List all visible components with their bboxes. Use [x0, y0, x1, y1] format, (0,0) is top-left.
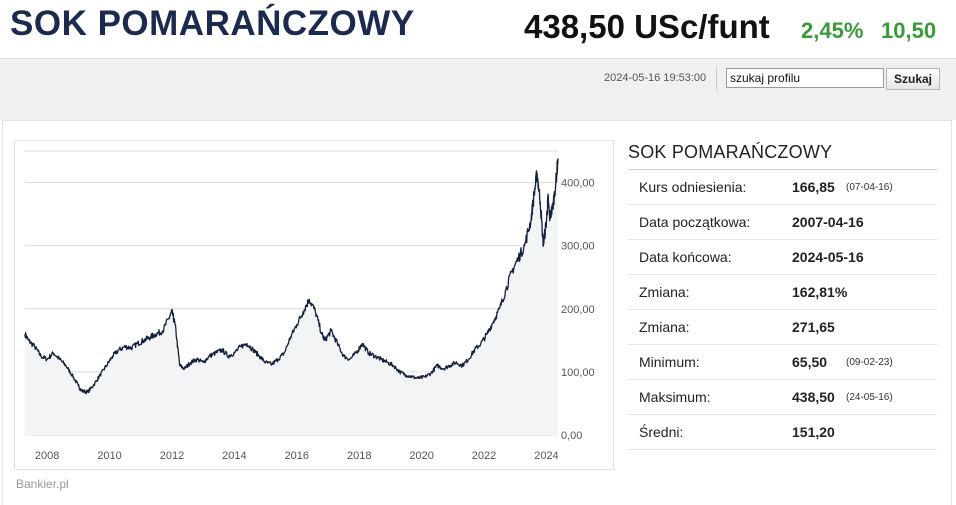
- x-tick-label: 2024: [534, 450, 558, 462]
- info-row-value: 162,81%: [792, 284, 848, 300]
- y-tick-label: 0,00: [561, 430, 582, 442]
- y-tick-label: 100,00: [561, 367, 595, 379]
- x-tick-label: 2018: [347, 450, 371, 462]
- info-row-label: Zmiana:: [639, 284, 690, 300]
- info-row-value: 271,65: [792, 319, 835, 335]
- info-row-date: (24-05-16): [846, 392, 893, 403]
- info-row-value: 151,20: [792, 424, 835, 440]
- info-row-label: Zmiana:: [639, 319, 690, 335]
- y-tick-label: 300,00: [561, 241, 595, 253]
- info-row: Minimum: 65,50 (09-02-23): [628, 345, 937, 380]
- quote-timestamp: 2024-05-16 19:53:00: [604, 72, 707, 84]
- price-area: [25, 158, 558, 436]
- info-row: Data początkowa: 2007-04-16: [628, 205, 937, 240]
- info-row-label: Kurs odniesienia:: [639, 179, 747, 195]
- info-row: Maksimum: 438,50 (24-05-16): [628, 380, 937, 415]
- info-row-label: Minimum:: [639, 354, 700, 370]
- x-tick-label: 2010: [97, 450, 121, 462]
- info-row-label: Średni:: [639, 424, 684, 440]
- info-row-label: Maksimum:: [639, 389, 711, 405]
- info-row-date: (09-02-23): [846, 357, 893, 368]
- info-row: Zmiana: 162,81%: [628, 275, 937, 310]
- x-tick-label: 2012: [160, 450, 184, 462]
- brand-watermark: Bankier.pl: [16, 477, 69, 491]
- price-chart: 0,00 100,00 200,00 300,00 400,00 2008 2010 2012…: [14, 140, 614, 470]
- info-row: Data końcowa: 2024-05-16: [628, 240, 937, 275]
- info-table: SOK POMARAŃCZOWY Kurs odniesienia: 166,8…: [628, 141, 937, 450]
- info-row: Zmiana: 271,65: [628, 310, 937, 345]
- instrument-title: SOK POMARAŃCZOWY: [10, 4, 415, 43]
- search-button[interactable]: Szukaj: [886, 68, 940, 90]
- info-row: Średni: 151,20: [628, 415, 937, 450]
- info-row-value: 2007-04-16: [792, 214, 864, 230]
- toolbar: 2024-05-16 19:53:00 Szukaj: [0, 58, 956, 99]
- x-tick-label: 2016: [285, 450, 309, 462]
- x-tick-label: 2020: [409, 450, 433, 462]
- x-tick-label: 2014: [222, 450, 246, 462]
- y-tick-label: 400,00: [561, 178, 595, 190]
- last-price: 438,50 USc/funt: [524, 8, 770, 45]
- separator-band: [0, 98, 956, 120]
- quote-header: SOK POMARAŃCZOWY 438,50 USc/funt 2,45% 1…: [0, 0, 956, 58]
- info-row-value: 2024-05-16: [792, 249, 864, 265]
- y-tick-label: 200,00: [561, 304, 595, 316]
- info-row-value: 438,50: [792, 389, 835, 405]
- info-row-date: (07-04-16): [846, 182, 893, 193]
- price-chart-svg: 0,00 100,00 200,00 300,00 400,00 2008 2010 2012…: [24, 150, 595, 462]
- search-profile-input[interactable]: [726, 68, 884, 88]
- info-row: Kurs odniesienia: 166,85 (07-04-16): [628, 170, 937, 205]
- info-row-value: 65,50: [792, 354, 828, 370]
- change-value: 10,50: [881, 18, 937, 43]
- info-row-label: Data końcowa:: [639, 249, 732, 265]
- info-row-label: Data początkowa:: [639, 214, 751, 230]
- info-title: SOK POMARAŃCZOWY: [628, 141, 937, 170]
- chart-tick-labels: 0,00 100,00 200,00 300,00 400,00 2008 2010 2012…: [35, 178, 595, 462]
- change-percent: 2,45%: [801, 18, 864, 43]
- x-tick-label: 2022: [472, 450, 496, 462]
- x-tick-label: 2008: [35, 450, 59, 462]
- info-row-value: 166,85: [792, 179, 835, 195]
- price-line: [24, 158, 559, 395]
- toolbar-divider: [716, 67, 717, 91]
